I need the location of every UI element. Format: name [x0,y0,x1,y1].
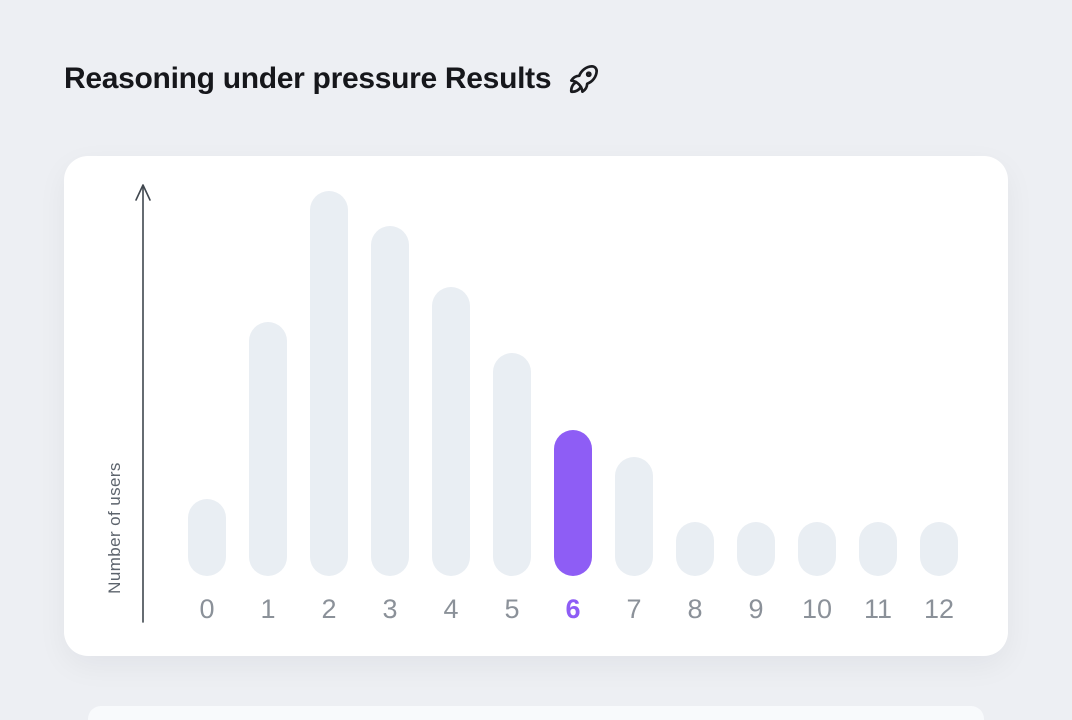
x-tick-label: 11 [863,593,893,624]
bar [432,287,470,576]
bar [249,322,287,576]
bar [737,522,775,576]
page-title: Reasoning under pressure Results [0,0,1072,98]
bar-column: 11 [859,522,897,627]
bar [493,353,531,576]
next-card-peek [88,706,984,720]
bar-column: 0 [188,499,226,627]
bar-column: 9 [737,522,775,627]
x-tick-label: 12 [923,593,955,624]
bar-column: 3 [371,226,409,627]
x-tick-label: 9 [748,593,764,624]
y-axis-label: Number of users [105,462,124,594]
bars-row: 0 1 2 3 4 5 6 7 8 9 10 11 12 [188,191,958,627]
bar [920,522,958,576]
rocket-icon [570,64,599,94]
bar-column: 2 [310,191,348,627]
x-tick-label: 7 [626,593,642,624]
bar-highlighted [554,430,592,576]
bar-column: 4 [432,287,470,627]
x-tick-label: 6 [565,593,581,624]
bar [859,522,897,576]
bar [310,191,348,576]
bar-column: 8 [676,522,714,627]
y-axis-arrow [135,184,151,623]
bar-column: 7 [615,457,653,627]
bar-column: 5 [493,353,531,627]
bar-column: 10 [798,522,836,627]
bar [371,226,409,576]
page-title-text: Reasoning under pressure Results [64,62,552,95]
chart-card: Number of users 0 1 2 3 4 5 6 7 8 9 10 11 12 [64,156,1008,656]
x-tick-label: 10 [801,593,833,624]
bar-column: 12 [920,522,958,627]
bar-column: 6 [554,430,592,627]
x-tick-label: 1 [260,593,276,624]
bar-column: 1 [249,322,287,627]
x-tick-label: 8 [687,593,703,624]
x-tick-label: 0 [199,593,215,624]
bar [676,522,714,576]
bar [615,457,653,576]
x-tick-label: 2 [321,593,337,624]
x-tick-label: 3 [382,593,398,624]
bar [188,499,226,576]
x-tick-label: 4 [443,593,459,624]
x-tick-label: 5 [504,593,520,624]
bar [798,522,836,576]
